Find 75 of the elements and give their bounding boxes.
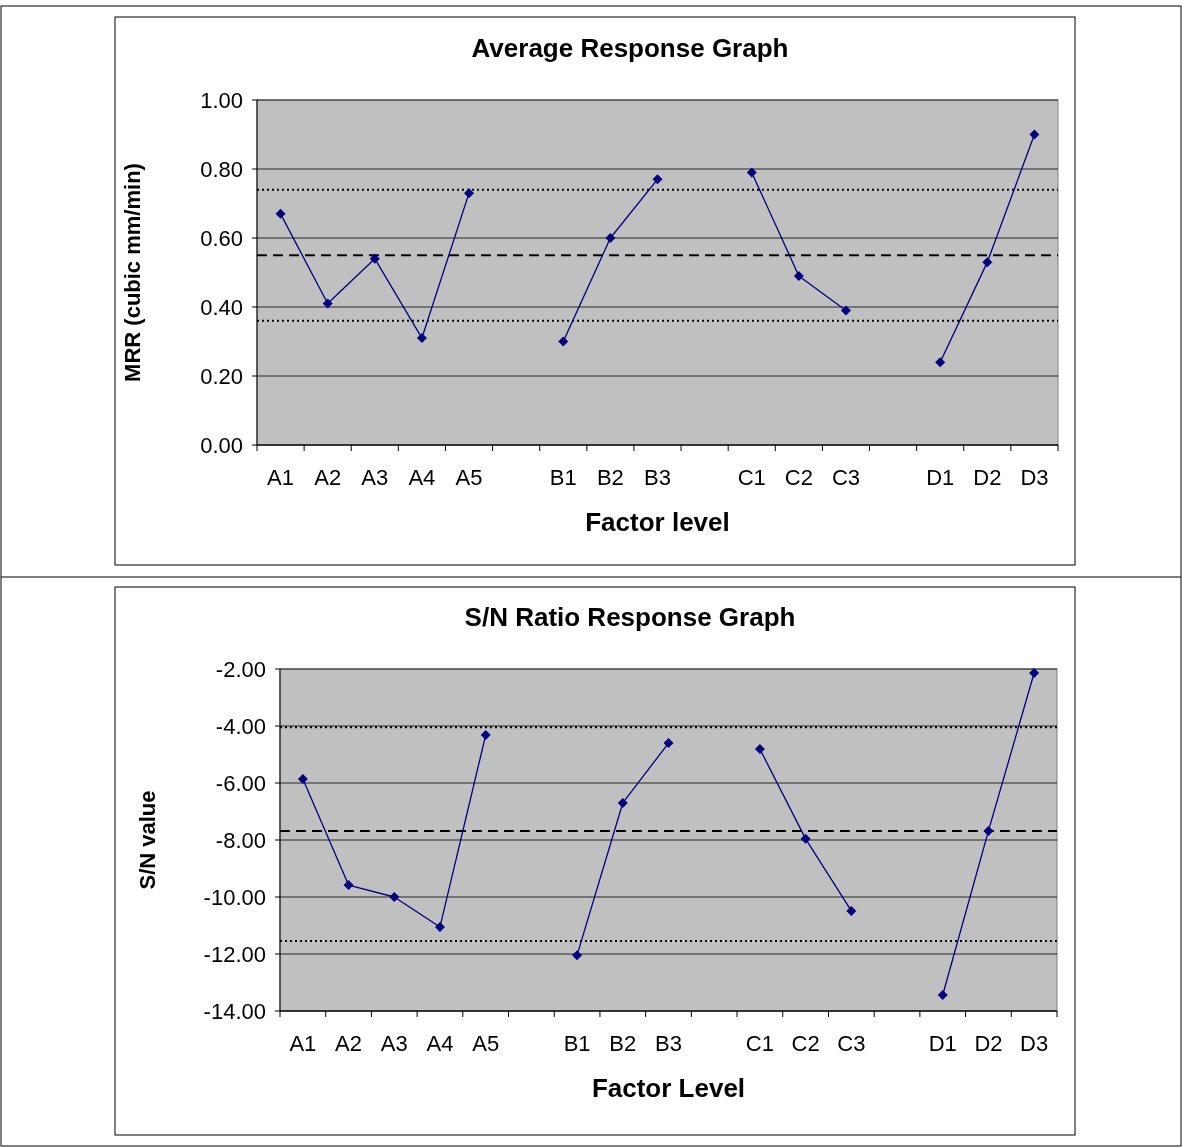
- x-tick-label: A2: [335, 1031, 363, 1056]
- y-tick-label: -6.00: [215, 770, 266, 796]
- x-tick-label: B2: [609, 1031, 637, 1056]
- point: [343, 880, 354, 891]
- y-tick-label: -12.00: [203, 941, 266, 967]
- point: [605, 233, 616, 243]
- point: [746, 167, 757, 178]
- x-tick-label: C3: [831, 465, 861, 490]
- y-axis-title: S/N value: [135, 790, 160, 890]
- point: [800, 833, 811, 844]
- point: [480, 730, 491, 741]
- x-axis-title: Factor level: [585, 507, 730, 537]
- chart-title: Average Response Graph: [471, 33, 789, 63]
- x-tick-label: D1: [926, 465, 955, 490]
- point: [935, 357, 946, 368]
- y-tick-label: 0.60: [200, 225, 243, 251]
- x-tick-label: A1: [289, 1031, 317, 1056]
- point: [754, 744, 765, 755]
- y-tick-label: 0.00: [200, 432, 243, 458]
- point: [617, 797, 628, 808]
- x-tick-label: C3: [837, 1031, 866, 1056]
- x-tick-label: B2: [596, 465, 624, 490]
- x-tick-label: B1: [549, 465, 577, 490]
- point: [652, 174, 663, 185]
- point: [983, 825, 994, 836]
- x-tick-label: D3: [1020, 465, 1049, 490]
- x-tick-label: D2: [973, 465, 1002, 490]
- point: [275, 208, 286, 219]
- x-tick-label: A1: [267, 465, 295, 490]
- point: [846, 905, 857, 916]
- x-tick-label: D2: [974, 1031, 1003, 1056]
- point: [297, 774, 308, 785]
- x-tick-label: C1: [745, 1031, 774, 1056]
- point: [937, 990, 948, 1001]
- x-tick-label: C2: [784, 465, 813, 490]
- point: [982, 257, 993, 268]
- point: [434, 921, 445, 932]
- point: [558, 336, 569, 347]
- point: [464, 188, 475, 199]
- x-axis-title: Factor Level: [591, 1073, 746, 1103]
- x-tick-label: A5: [455, 465, 483, 490]
- y-tick-label: 0.80: [200, 156, 243, 182]
- x-tick-label: B3: [655, 1031, 682, 1056]
- y-tick-label: -8.00: [215, 827, 266, 853]
- y-axis-title: MRR (cubic mm/min): [120, 163, 145, 382]
- x-tick-label: A4: [408, 465, 436, 490]
- x-tick-label: A3: [361, 465, 389, 490]
- y-tick-label: -10.00: [203, 884, 266, 910]
- x-tick-label: C2: [791, 1031, 820, 1056]
- point: [793, 270, 804, 281]
- point: [416, 333, 427, 344]
- point: [322, 298, 333, 309]
- x-tick-label: C1: [737, 465, 766, 490]
- y-tick-label: -4.00: [215, 713, 266, 739]
- point: [1029, 667, 1040, 678]
- x-tick-label: A2: [314, 465, 342, 490]
- y-tick-label: 0.40: [200, 294, 243, 320]
- point: [389, 892, 400, 902]
- x-tick-label: A4: [426, 1031, 454, 1056]
- x-tick-label: A5: [472, 1031, 500, 1056]
- point: [840, 305, 851, 316]
- x-tick-label: D1: [928, 1031, 957, 1056]
- y-tick-label: -2.00: [215, 656, 266, 682]
- x-tick-label: B1: [563, 1031, 591, 1056]
- x-tick-label: A3: [380, 1031, 408, 1056]
- y-tick-label: 0.20: [200, 363, 243, 389]
- point: [663, 738, 674, 749]
- point: [1029, 129, 1040, 140]
- y-tick-label: -14.00: [203, 998, 266, 1024]
- point: [369, 253, 380, 264]
- point: [572, 950, 583, 961]
- x-tick-label: B3: [644, 465, 671, 490]
- chart-title: S/N Ratio Response Graph: [464, 602, 796, 632]
- y-tick-label: 1.00: [200, 87, 243, 113]
- x-tick-label: D3: [1020, 1031, 1049, 1056]
